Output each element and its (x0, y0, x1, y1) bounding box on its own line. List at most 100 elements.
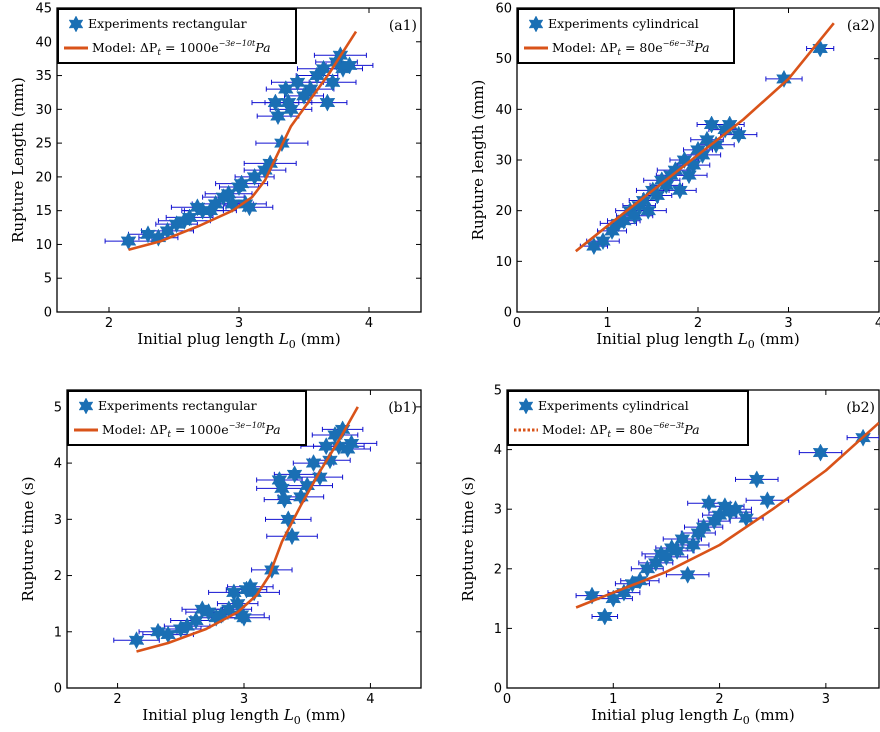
model-curve (128, 30, 358, 252)
data-point (681, 166, 697, 185)
legend-model-eq: = 1000e (161, 40, 219, 55)
y-tick-label: 45 (35, 2, 52, 17)
model-curve (136, 406, 359, 653)
data-point (703, 115, 720, 134)
y-tick-label: 25 (35, 137, 52, 152)
x-axis-label-var: L (278, 330, 289, 348)
y-tick-label: 5 (494, 384, 502, 399)
data-point (150, 622, 166, 641)
x-axis-label-unit: (mm) (750, 706, 795, 724)
x-tick-label: 4 (875, 316, 880, 331)
legend-marker-experiments (78, 397, 94, 415)
legend-model-sub: t (157, 48, 161, 58)
legend-model-prefix: Model: ΔP (552, 40, 617, 55)
legend: Experiments rectangular Model: ΔPt = 1000… (67, 390, 307, 446)
x-axis-label-sub: 0 (294, 714, 301, 727)
x-axis-label-var: L (737, 330, 748, 348)
legend-box (67, 390, 307, 446)
legend-label-experiments: Experiments rectangular (98, 398, 257, 413)
y-tick-label: 2 (494, 562, 502, 577)
data-point (748, 470, 765, 489)
y-tick-label: 3 (494, 503, 502, 518)
data-point (658, 176, 675, 195)
data-point (672, 181, 688, 200)
plot-area (104, 30, 374, 252)
y-tick-label: 0 (494, 682, 502, 697)
x-tick-label: 3 (784, 316, 792, 331)
data-point (305, 454, 322, 473)
legend-model-sub: t (607, 430, 611, 440)
legend-model-eq: = 1000e (171, 422, 229, 437)
x-axis-label: Initial plug length L0 (mm) (591, 706, 794, 727)
data-point (140, 225, 156, 244)
panel-tag: (a2) (847, 18, 875, 34)
data-point (679, 565, 696, 584)
legend-label-experiments: Experiments cylindrical (548, 16, 699, 31)
y-tick-label: 5 (54, 400, 62, 415)
data-point (284, 527, 300, 546)
x-axis-label: Initial plug length L0 (mm) (596, 330, 799, 351)
data-point (759, 491, 776, 510)
legend-model-prefix: Model: ΔP (102, 422, 167, 437)
y-tick-label: 50 (495, 52, 512, 67)
data-point (289, 73, 306, 92)
legend-model-suffix: Pa (254, 40, 270, 55)
legend-marker-experiments (528, 15, 544, 33)
panel-tag: (a1) (389, 18, 417, 34)
legend-model-eq: = 80e (611, 422, 653, 437)
x-tick-label: 2 (113, 692, 121, 707)
y-tick-label: 0 (54, 682, 62, 697)
x-tick-label: 3 (235, 316, 243, 331)
legend-label-model: Model: ΔPt = 80e−6e−3tPa (552, 39, 710, 58)
legend-label-model: Model: ΔPt = 1000e−3e−10tPa (102, 421, 281, 440)
x-axis-label-var: L (732, 706, 743, 724)
y-tick-label: 20 (35, 170, 52, 185)
legend-model-exp: −6e−3t (653, 421, 685, 430)
x-axis-label-unit: (mm) (301, 706, 346, 724)
y-tick-label: 0 (504, 306, 512, 321)
y-tick-label: 4 (54, 457, 62, 472)
data-point (128, 631, 145, 650)
data-point (640, 201, 657, 220)
data-point (721, 115, 738, 134)
x-axis-label-unit: (mm) (755, 330, 800, 348)
x-axis-label-main: Initial plug length (137, 330, 279, 348)
data-point (322, 451, 338, 470)
y-tick-label: 40 (35, 35, 52, 50)
x-tick-label: 4 (365, 316, 373, 331)
data-point (812, 39, 828, 58)
data-point (727, 500, 744, 519)
legend-label-model: Model: ΔPt = 1000e−3e−10tPa (92, 39, 271, 58)
legend-model-exp: −3e−10t (219, 39, 256, 48)
data-point (685, 535, 701, 555)
data-point (276, 490, 293, 509)
data-point (676, 150, 693, 170)
y-tick-label: 5 (44, 272, 52, 287)
data-point (341, 56, 358, 75)
y-axis-label: Rupture Length (mm) (9, 77, 27, 243)
y-tick-label: 30 (495, 154, 512, 169)
plot-area (575, 421, 879, 626)
x-axis-label-main: Initial plug length (591, 706, 733, 724)
legend-model-exp: −6e−3t (663, 39, 695, 48)
plot-area (574, 22, 835, 256)
x-axis-label-sub: 0 (743, 714, 750, 727)
x-tick-label: 2 (715, 692, 723, 707)
y-tick-label: 10 (35, 238, 52, 253)
data-point (312, 468, 328, 487)
data-point (283, 100, 299, 119)
data-point (694, 145, 711, 164)
legend-model-suffix: Pa (264, 422, 280, 437)
legend-box (57, 8, 297, 64)
data-point (584, 586, 600, 605)
y-tick-label: 60 (495, 2, 512, 17)
y-tick-label: 15 (35, 204, 52, 219)
y-tick-label: 1 (494, 622, 502, 637)
y-tick-label: 4 (494, 443, 502, 458)
y-tick-label: 0 (44, 306, 52, 321)
y-tick-label: 35 (35, 69, 52, 84)
panel-tag: (b1) (388, 400, 417, 416)
y-tick-label: 2 (54, 569, 62, 584)
